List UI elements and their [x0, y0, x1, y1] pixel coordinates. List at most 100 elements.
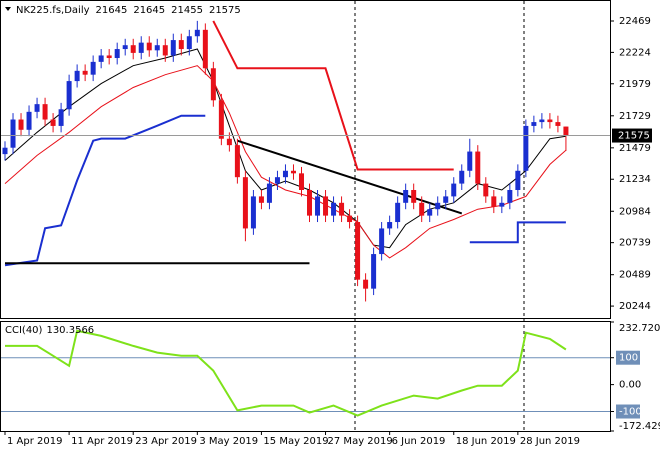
- indicator-line: [4, 65, 567, 259]
- candle-body: [371, 254, 377, 289]
- candle-body: [186, 36, 192, 50]
- candle-body: [379, 228, 385, 255]
- candle-body: [178, 40, 184, 50]
- candle-body: [547, 119, 553, 123]
- candle-body: [523, 125, 529, 171]
- candle-body: [130, 45, 136, 53]
- candle-body: [315, 196, 321, 216]
- x-tick-label: 18 Jun 2019: [456, 436, 516, 447]
- candle-body: [98, 55, 104, 62]
- candle-body: [282, 170, 288, 178]
- candle-body: [387, 222, 393, 229]
- indicator-title: CCI(40) 130.3566: [5, 325, 94, 336]
- candle-body: [459, 170, 465, 184]
- candle-body: [266, 183, 272, 203]
- x-tick-label: 11 Apr 2019: [71, 436, 133, 447]
- level-box: [616, 404, 640, 419]
- header-icon: [5, 7, 11, 11]
- candle-body: [403, 189, 409, 203]
- chart-title: NK225.fs,Daily 21645 21645 21455 21575: [16, 5, 241, 16]
- y-tick-label: -172.429: [619, 421, 660, 432]
- candle-body: [515, 170, 521, 190]
- candle-body: [234, 145, 240, 178]
- candle-body: [74, 70, 80, 82]
- candle-body: [339, 202, 345, 216]
- last-price-box: [612, 128, 652, 143]
- candle-body: [331, 202, 337, 216]
- y-tick-label: 20489: [619, 270, 651, 281]
- candle-body: [66, 81, 72, 110]
- candle-body: [250, 196, 256, 229]
- candle-body: [427, 209, 433, 216]
- candle-body: [475, 151, 481, 184]
- candle-body: [435, 202, 441, 210]
- candle-body: [10, 119, 16, 148]
- candle-body: [138, 42, 144, 53]
- candle-body: [34, 104, 40, 112]
- cci-frame: [0, 321, 611, 432]
- x-tick-label: 27 May 2019: [328, 436, 393, 447]
- indicator-value: 130.3566: [46, 325, 94, 336]
- candle-body: [26, 111, 32, 130]
- candle-body: [58, 109, 64, 126]
- y-tick-label: 20244: [619, 301, 651, 312]
- x-tick-label: 28 Jun 2019: [520, 436, 580, 447]
- x-tick-label: 3 May 2019: [199, 436, 258, 447]
- y-tick-label: -100: [619, 407, 642, 418]
- candle-body: [443, 196, 449, 203]
- candle-body: [323, 196, 329, 216]
- x-tick-label: 23 Apr 2019: [135, 436, 197, 447]
- y-tick-label: 22224: [619, 47, 651, 58]
- y-tick-label: 21234: [619, 174, 651, 185]
- candle-body: [170, 40, 176, 56]
- candle-body: [2, 147, 8, 155]
- y-tick-label: 21979: [619, 79, 651, 90]
- candle-body: [411, 189, 417, 203]
- candle-body: [363, 279, 369, 289]
- candle-body: [491, 196, 497, 207]
- candle-body: [154, 45, 160, 51]
- y-tick-label: 22469: [619, 16, 651, 27]
- header-value: 21645: [96, 5, 128, 16]
- candle-body: [218, 100, 224, 139]
- indicator-line: [237, 139, 463, 215]
- candle-body: [242, 177, 248, 229]
- x-tick-label: 6 Jun 2019: [392, 436, 446, 447]
- candle-body: [202, 29, 208, 69]
- candle-body: [42, 104, 48, 120]
- candle-body: [355, 222, 361, 280]
- candle-body: [483, 183, 489, 197]
- candle-body: [531, 122, 537, 126]
- y-tick-label: 0.00: [619, 380, 641, 391]
- candle-body: [307, 189, 313, 216]
- header-value: 21575: [209, 5, 241, 16]
- y-tick-label: 21729: [619, 111, 651, 122]
- candle-body: [210, 68, 216, 101]
- candle-body: [395, 202, 401, 223]
- y-tick-label: 20739: [619, 238, 651, 249]
- candle-body: [114, 49, 120, 59]
- candle-body: [18, 119, 24, 130]
- candle-body: [162, 45, 168, 56]
- candle-body: [539, 119, 545, 123]
- header-value: 21455: [171, 5, 203, 16]
- header-value: 21645: [133, 5, 165, 16]
- indicator-line: [469, 221, 566, 244]
- y-tick-label: 21479: [619, 143, 651, 154]
- candle-body: [507, 189, 513, 203]
- y-tick-label: 20984: [619, 206, 651, 217]
- x-tick-label: 15 May 2019: [263, 436, 328, 447]
- candle-body: [274, 177, 280, 184]
- candle-body: [82, 70, 88, 75]
- indicator-line: [212, 20, 454, 171]
- candle-body: [290, 170, 296, 174]
- cci-line: [5, 329, 567, 417]
- candle-body: [50, 119, 56, 126]
- candle-body: [226, 138, 232, 146]
- y-tick-label: 100: [619, 353, 638, 364]
- candle-body: [146, 42, 152, 51]
- candle-body: [419, 202, 425, 216]
- candle-body: [258, 196, 264, 203]
